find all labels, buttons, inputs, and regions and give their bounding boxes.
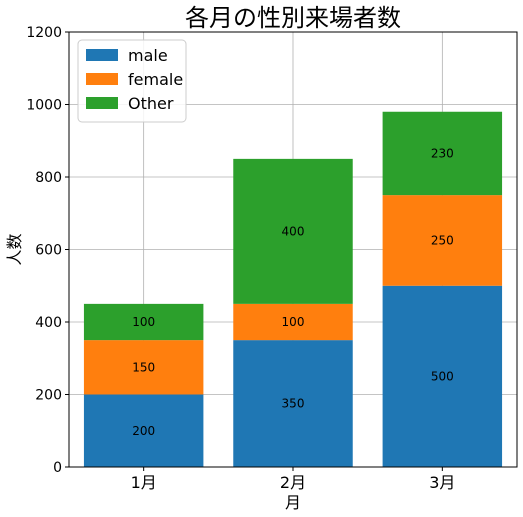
- legend-swatch-female: [86, 73, 118, 85]
- data-label: 350: [282, 397, 305, 411]
- bar-other-2: [382, 111, 503, 196]
- y-tick-label: 800: [35, 170, 62, 186]
- x-tick-label: 1月: [131, 473, 157, 492]
- legend-label-male: male: [128, 46, 168, 65]
- bar-other-0: [83, 303, 204, 341]
- chart-title: 各月の性別来場者数: [185, 4, 401, 32]
- data-label: 100: [282, 315, 305, 329]
- data-label: 400: [282, 224, 305, 238]
- legend: male female Other: [77, 39, 187, 123]
- legend-swatch-other: [86, 97, 118, 109]
- bar-male-2: [382, 285, 503, 467]
- x-tick-label: 3月: [429, 473, 455, 492]
- bar-female-0: [83, 340, 204, 395]
- y-tick-label: 400: [35, 315, 62, 331]
- data-label: 100: [132, 315, 155, 329]
- data-label: 230: [431, 146, 454, 160]
- data-label: 200: [132, 424, 155, 438]
- bar-female-2: [382, 195, 503, 286]
- legend-label-female: female: [128, 70, 183, 89]
- y-tick-label: 200: [35, 388, 62, 404]
- y-tick-label: 600: [35, 243, 62, 259]
- bar-other-1: [233, 158, 353, 304]
- bar-male-0: [83, 394, 204, 467]
- bar-female-1: [233, 303, 353, 341]
- bar-male-1: [233, 340, 353, 467]
- x-axis: 1月 2月 3月: [131, 467, 455, 492]
- data-label: 500: [431, 369, 454, 383]
- data-label: 250: [431, 233, 454, 247]
- y-tick-label: 1200: [26, 25, 62, 41]
- legend-swatch-male: [86, 49, 118, 61]
- y-tick-label: 0: [53, 460, 62, 476]
- x-axis-label: 月: [285, 493, 301, 512]
- y-axis-label: 人数: [5, 233, 24, 265]
- data-labels: 200 350 500 150 100 250 100 400 230: [132, 146, 454, 437]
- y-tick-label: 1000: [26, 98, 62, 114]
- y-axis: 0 200 400 600 800 1000 1200: [26, 25, 69, 476]
- data-label: 150: [132, 360, 155, 374]
- legend-label-other: Other: [128, 94, 174, 113]
- x-tick-label: 2月: [280, 473, 306, 492]
- bars: [83, 111, 503, 467]
